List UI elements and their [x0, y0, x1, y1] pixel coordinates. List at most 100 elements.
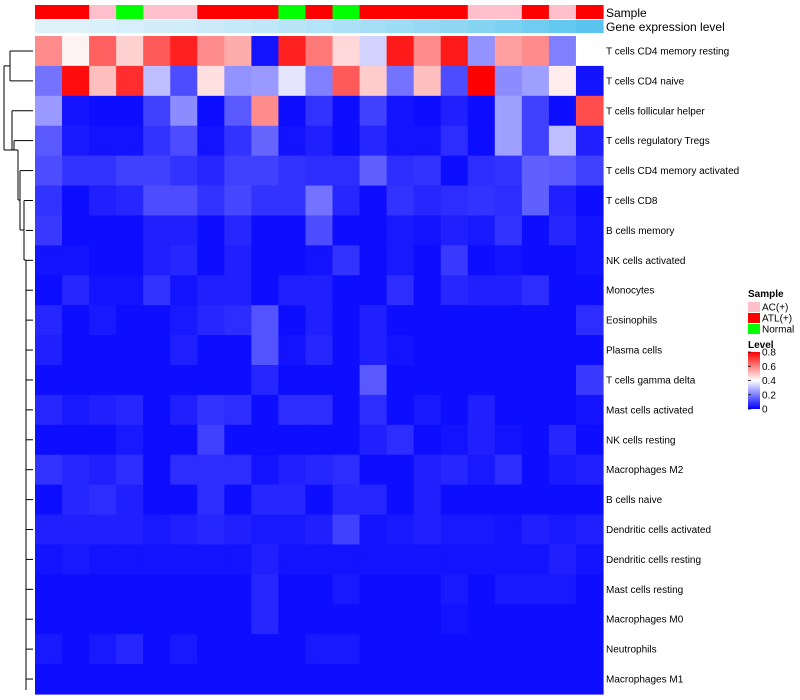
heatmap-cell: [170, 454, 198, 486]
heatmap-cell: [548, 544, 577, 575]
heatmap-cell: [224, 275, 252, 306]
heatmap-cell: [494, 125, 523, 157]
heatmap-cell: [197, 95, 225, 127]
sample-annotation-cell: [278, 5, 307, 19]
heatmap-cell: [170, 394, 198, 426]
heatmap-cell: [143, 394, 171, 426]
heatmap-cell: [440, 484, 469, 516]
heatmap-cell: [278, 454, 307, 486]
heatmap-cell: [440, 454, 469, 486]
heatmap-cell: [35, 215, 63, 246]
heatmap-cell: [575, 514, 604, 546]
heatmap-cell: [251, 305, 280, 336]
heatmap-cell: [467, 245, 496, 276]
heatmap-cell: [467, 95, 496, 127]
sample-annotation-cell: [359, 5, 388, 19]
row-label: Mast cells resting: [606, 585, 683, 596]
sample-annotation-cell: [494, 5, 523, 19]
gene-expression-annotation-bar: [35, 20, 604, 33]
heatmap-cell: [305, 245, 334, 276]
heatmap-cell: [521, 424, 550, 456]
heatmap-cell: [62, 215, 90, 246]
heatmap-cell: [35, 424, 63, 456]
sample-annotation-cell: [386, 5, 415, 19]
heatmap-cell: [224, 365, 252, 396]
heatmap-cell: [332, 454, 361, 486]
heatmap-cell: [251, 155, 280, 187]
heatmap-cell: [116, 424, 144, 456]
heatmap-cell: [548, 424, 577, 456]
heatmap-cell: [143, 664, 171, 695]
heatmap-cell: [332, 215, 361, 246]
heatmap-cell: [521, 604, 550, 635]
heatmap-cell: [35, 484, 63, 516]
heatmap-cell: [170, 95, 198, 127]
sample-annotation-cell: [251, 5, 280, 19]
heatmap-cell: [224, 215, 252, 246]
heatmap-cell: [278, 245, 307, 276]
heatmap-cell: [386, 484, 415, 516]
heatmap-cell: [278, 365, 307, 396]
heatmap-cell: [170, 215, 198, 246]
heatmap-cell: [494, 634, 523, 665]
heatmap-cell: [305, 424, 334, 456]
heatmap-cell: [143, 65, 171, 97]
heatmap-cell: [116, 634, 144, 665]
heatmap-cell: [89, 394, 117, 426]
heatmap-cell: [575, 484, 604, 516]
heatmap-cell: [197, 245, 225, 276]
heatmap-cell: [575, 155, 604, 187]
heatmap-cell: [332, 634, 361, 665]
heatmap-cell: [575, 275, 604, 306]
heatmap-cell: [224, 245, 252, 276]
heatmap-cell: [359, 664, 388, 695]
heatmap-cell: [143, 514, 171, 546]
heatmap-cell: [251, 514, 280, 546]
heatmap-cell: [386, 634, 415, 665]
heatmap-cell: [332, 394, 361, 426]
heatmap-cell: [467, 664, 496, 695]
heatmap-cell: [278, 275, 307, 306]
heatmap-cell: [521, 634, 550, 665]
heatmap-cell: [197, 155, 225, 187]
heatmap-cell: [305, 574, 334, 605]
heatmap-cell: [116, 215, 144, 246]
heatmap-cell: [467, 36, 496, 67]
heatmap-cell: [116, 65, 144, 97]
gene-expression-cell: [575, 20, 604, 33]
heatmap-cell: [224, 664, 252, 695]
heatmap-cell: [170, 544, 198, 575]
heatmap-cell: [359, 36, 388, 67]
heatmap-cell: [359, 125, 388, 157]
heatmap-cell: [440, 36, 469, 67]
heatmap-cell: [467, 514, 496, 546]
heatmap-cell: [413, 514, 442, 546]
gene-expression-cell: [89, 20, 117, 33]
heatmap-cell: [548, 275, 577, 306]
heatmap-cell: [197, 424, 225, 456]
heatmap-cell: [305, 454, 334, 486]
gene-expression-cell: [467, 20, 496, 33]
sample-annotation-cell: [305, 5, 334, 19]
heatmap-cell: [305, 335, 334, 366]
heatmap-cell: [305, 275, 334, 306]
legend-swatch-ac: [748, 302, 760, 312]
gene-expression-cell: [197, 20, 225, 33]
row-label: Neutrophils: [606, 645, 657, 656]
sample-annotation-cell: [197, 5, 225, 19]
heatmap-cell: [521, 484, 550, 516]
heatmap-cell: [494, 484, 523, 516]
heatmap-cell: [332, 514, 361, 546]
heatmap-cell: [494, 514, 523, 546]
heatmap-cell: [305, 155, 334, 187]
heatmap-cell: [494, 155, 523, 187]
heatmap-cell: [278, 155, 307, 187]
heatmap-cell: [386, 454, 415, 486]
sample-annotation-cell: [413, 5, 442, 19]
gene-expression-cell: [548, 20, 577, 33]
heatmap-cell: [224, 424, 252, 456]
heatmap-cell: [548, 95, 577, 127]
row-label: T cells gamma delta: [606, 375, 696, 386]
heatmap-cell: [89, 36, 117, 67]
